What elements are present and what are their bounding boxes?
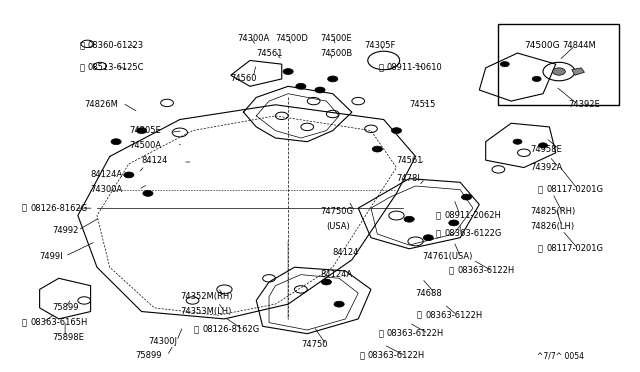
Circle shape	[372, 146, 383, 152]
Text: Ⓝ: Ⓝ	[436, 211, 441, 220]
Text: 84124A: 84124A	[91, 170, 123, 179]
Circle shape	[315, 87, 325, 93]
Text: 75899: 75899	[135, 351, 162, 360]
Text: 74352M(RH): 74352M(RH)	[180, 292, 232, 301]
Text: 08363-6122H: 08363-6122H	[368, 351, 425, 360]
Circle shape	[328, 76, 338, 82]
Text: ^7/7^ 0054: ^7/7^ 0054	[537, 351, 584, 360]
Text: 74826M: 74826M	[84, 100, 118, 109]
Text: 84124A: 84124A	[320, 270, 352, 279]
Text: 08126-8162G: 08126-8162G	[30, 203, 87, 213]
Text: 74300A: 74300A	[91, 185, 123, 194]
Text: 75898E: 75898E	[52, 333, 84, 342]
Circle shape	[404, 216, 414, 222]
Text: 74500D: 74500D	[275, 34, 308, 43]
Circle shape	[461, 194, 472, 200]
Text: Ⓢ: Ⓢ	[417, 311, 422, 320]
Text: 08363-6122G: 08363-6122G	[444, 230, 502, 238]
Text: Ⓢ: Ⓢ	[22, 203, 27, 213]
Text: Ⓢ: Ⓢ	[79, 63, 84, 72]
Text: 74561: 74561	[256, 49, 283, 58]
Text: 74392A: 74392A	[531, 163, 563, 172]
Text: 08117-0201G: 08117-0201G	[546, 185, 604, 194]
Text: (USA): (USA)	[326, 222, 350, 231]
Text: 08117-0201G: 08117-0201G	[546, 244, 604, 253]
Text: 08513-6125C: 08513-6125C	[88, 63, 144, 72]
Text: 08911-10610: 08911-10610	[387, 63, 443, 72]
Circle shape	[136, 128, 147, 134]
Text: 74300A: 74300A	[237, 34, 269, 43]
Text: 08363-6165H: 08363-6165H	[30, 318, 88, 327]
Circle shape	[552, 68, 565, 75]
Text: 74750G: 74750G	[320, 207, 353, 217]
Text: 74500E: 74500E	[320, 34, 351, 43]
Circle shape	[532, 76, 541, 81]
Text: Ⓢ: Ⓢ	[360, 351, 365, 360]
Text: 08911-2062H: 08911-2062H	[444, 211, 501, 220]
Circle shape	[124, 172, 134, 178]
Text: 74515: 74515	[409, 100, 436, 109]
Circle shape	[283, 68, 293, 74]
Circle shape	[392, 128, 401, 134]
Polygon shape	[572, 68, 584, 75]
Text: 08360-61223: 08360-61223	[88, 41, 143, 50]
Bar	[499, 23, 620, 105]
Text: Ⓢ: Ⓢ	[449, 266, 454, 275]
Text: Ⓝ: Ⓝ	[379, 63, 384, 72]
Text: 74844M: 74844M	[562, 41, 596, 50]
Text: 75899: 75899	[52, 303, 79, 312]
Text: Ⓢ: Ⓢ	[379, 329, 384, 338]
Text: 74500A: 74500A	[129, 141, 161, 150]
Circle shape	[500, 62, 509, 67]
Text: 08363-6122H: 08363-6122H	[425, 311, 483, 320]
Text: 74500B: 74500B	[320, 49, 352, 58]
Text: Ⓔ: Ⓔ	[538, 244, 543, 253]
Text: 08363-6122H: 08363-6122H	[457, 266, 515, 275]
Text: 74500G: 74500G	[524, 41, 559, 50]
Circle shape	[423, 235, 433, 241]
Text: 08363-6122H: 08363-6122H	[387, 329, 444, 338]
Text: 74560: 74560	[231, 74, 257, 83]
Text: 74826(LH): 74826(LH)	[531, 222, 575, 231]
Text: 74392E: 74392E	[568, 100, 600, 109]
Text: 7478I: 7478I	[396, 174, 420, 183]
Text: 74750: 74750	[301, 340, 328, 349]
Text: 74300J: 74300J	[148, 337, 177, 346]
Circle shape	[539, 143, 547, 148]
Text: 7499I: 7499I	[40, 251, 63, 261]
Text: 74688: 74688	[415, 289, 442, 298]
Text: 84124: 84124	[333, 248, 359, 257]
Circle shape	[111, 139, 121, 145]
Text: 74305F: 74305F	[365, 41, 396, 50]
Text: 84124: 84124	[141, 155, 168, 165]
Text: 74761(USA): 74761(USA)	[422, 251, 472, 261]
Text: 08126-8162G: 08126-8162G	[202, 326, 259, 334]
Text: Ⓢ: Ⓢ	[194, 326, 199, 334]
Text: 74825(RH): 74825(RH)	[531, 207, 575, 217]
Text: 74958E: 74958E	[531, 145, 562, 154]
Text: Ⓑ: Ⓑ	[538, 185, 543, 194]
Text: Ⓢ: Ⓢ	[79, 41, 84, 50]
Text: Ⓢ: Ⓢ	[436, 230, 441, 238]
Text: 74561: 74561	[396, 155, 423, 165]
Text: 74353M(LH): 74353M(LH)	[180, 307, 231, 316]
Text: 74992: 74992	[52, 226, 79, 235]
Circle shape	[296, 83, 306, 89]
Circle shape	[513, 139, 522, 144]
Circle shape	[334, 301, 344, 307]
Circle shape	[321, 279, 332, 285]
Circle shape	[143, 190, 153, 196]
Text: 74305E: 74305E	[129, 126, 161, 135]
Text: Ⓢ: Ⓢ	[22, 318, 27, 327]
Circle shape	[449, 220, 459, 226]
